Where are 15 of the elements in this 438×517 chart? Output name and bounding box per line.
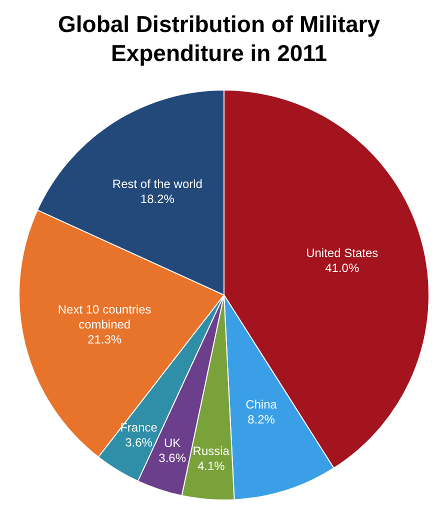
data-label: 4.1%: [197, 458, 226, 473]
slice-label: United States: [306, 246, 378, 260]
data-label: 8.2%: [248, 412, 276, 427]
data-label: 21.3%: [88, 332, 122, 346]
chart-title: Global Distribution of Military Expenditure in 2011: [57, 10, 381, 68]
data-label: 3.6%: [125, 436, 153, 450]
data-label: 41.0%: [325, 261, 360, 276]
slice-label: Russia: [192, 444, 230, 458]
slice-label: UK: [164, 436, 181, 450]
slice-label: China: [246, 398, 278, 412]
slice-label: Rest of the world: [112, 177, 202, 192]
data-label: 18.2%: [140, 192, 175, 206]
slice-label: France: [120, 420, 158, 435]
data-label: 3.6%: [158, 451, 186, 466]
slice-label: Next 10 countries combined: [58, 302, 152, 332]
